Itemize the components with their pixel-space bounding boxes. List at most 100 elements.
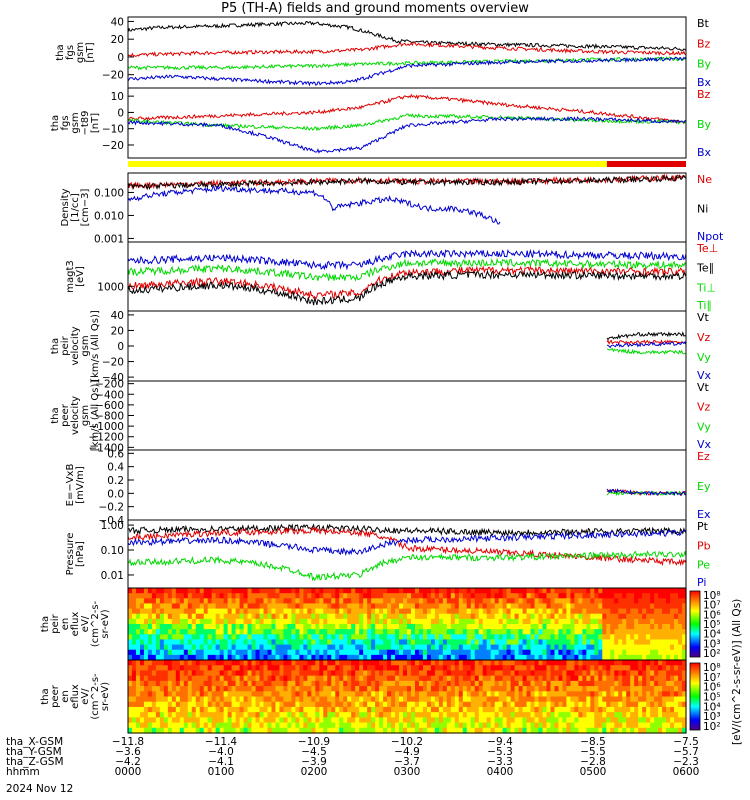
spectrogram-cell [327,727,332,734]
spectrogram-cell [566,634,572,641]
spectrogram-cell [498,613,504,620]
spectrogram-cell [574,675,579,682]
spectrogram-cell [410,665,416,672]
spectrogram-cell [243,660,249,666]
spectrogram-cell [291,593,296,599]
spectrogram-cell [279,634,285,641]
spectrogram-cell [538,701,544,708]
spectrogram-cell [530,712,536,718]
spectrogram-cell [359,691,364,698]
spectrogram-cell [383,665,388,672]
spectrogram-cell [307,644,312,651]
x-tick-label: −4.1 [208,756,234,768]
spectrogram-cell [279,629,285,635]
spectrogram-cell [187,608,193,615]
spectrogram-cell [482,624,488,630]
spectrogram-cell [295,665,300,672]
spectrogram-cell [295,722,300,729]
spectrogram-cell [267,660,273,666]
spectrogram-cell [259,654,265,661]
spectrogram-cell [231,680,237,687]
spectrogram-cell [191,701,197,708]
spectrogram-cell [494,675,500,682]
spectrogram-cell [311,588,316,594]
spectrogram-cell [610,691,615,698]
spectrogram-cell [363,665,368,672]
spectrogram-cell [375,660,380,666]
spectrogram-cell [502,649,508,656]
spectrogram-cell [602,593,607,599]
spectrogram-cell [426,722,432,729]
spectrogram-cell [678,722,683,729]
spectrogram-cell [598,701,603,708]
spectrogram-cell [634,722,639,729]
spectrogram-cell [259,603,265,610]
spectrogram-cell [526,727,532,734]
spectrogram-cell [546,675,552,682]
spectrogram-cell [311,644,316,651]
spectrogram-cell [434,727,440,734]
spectrogram-cell [151,644,157,651]
spectrogram-cell [259,727,265,734]
spectrogram-cell [642,654,647,661]
spectrogram-cell [371,624,376,630]
spectrogram-cell [566,588,572,594]
spectrogram-cell [271,722,277,729]
spectrogram-cell [682,675,687,682]
spectrogram-cell [315,660,320,666]
spectrogram-cell [510,675,516,682]
spectrogram-cell [311,686,316,692]
spectrogram-cell [506,712,512,718]
spectrogram-cell [630,613,635,620]
spectrogram-cell [638,691,643,698]
spectrogram-cell [279,670,285,677]
spectrogram-cell [387,660,392,666]
spectrogram-cell [430,691,436,698]
spectrogram-cell [482,644,488,651]
spectrogram-cell [199,712,205,718]
spectrogram-cell [470,686,476,692]
spectrogram-cell [562,613,568,620]
spectrogram-cell [658,675,663,682]
spectrogram-cell [391,608,396,615]
spectrogram-cell [526,644,532,651]
spectrogram-cell [235,722,241,729]
spectrogram-cell [426,634,432,641]
spectrogram-cell [522,613,528,620]
spectrogram-cell [219,649,225,656]
spectrogram-cell [490,608,496,615]
spectrogram-cell [299,691,304,698]
spectrogram-cell [654,608,659,615]
spectrogram-cell [418,670,424,677]
spectrogram-cell [251,613,257,620]
spectrogram-cell [586,722,591,729]
spectrogram-cell [446,660,452,666]
spectrogram-cell [490,603,496,610]
spectrogram-cell [670,706,675,713]
y-axis-label: eV/ [80,688,91,705]
spectrogram-cell [163,644,169,651]
colorbar [689,590,701,658]
spectrogram-cell [622,629,627,635]
spectrogram-cell [610,613,615,620]
spectrogram-cell [363,603,368,610]
spectrogram-cell [167,670,173,677]
panel-frame [127,310,687,382]
spectrogram-cell [155,618,161,625]
spectrogram-cell [450,691,456,698]
spectrogram-cell [522,598,528,605]
spectrogram-cell [554,706,560,713]
spectrogram-cell [570,727,575,734]
spectrogram-cell [426,717,432,724]
spectrogram-cell [618,717,623,724]
spectrogram-cell [219,665,225,672]
spectrogram-cell [426,618,432,625]
spectrogram-cell [526,593,532,599]
spectrogram-cell [147,680,153,687]
spectrogram-cell [606,665,611,672]
spectrogram-cell [207,712,213,718]
spectrogram-cell [410,712,416,718]
spectrogram-cell [243,608,249,615]
spectrogram-cell [574,649,579,656]
spectrogram-cell [135,598,141,605]
